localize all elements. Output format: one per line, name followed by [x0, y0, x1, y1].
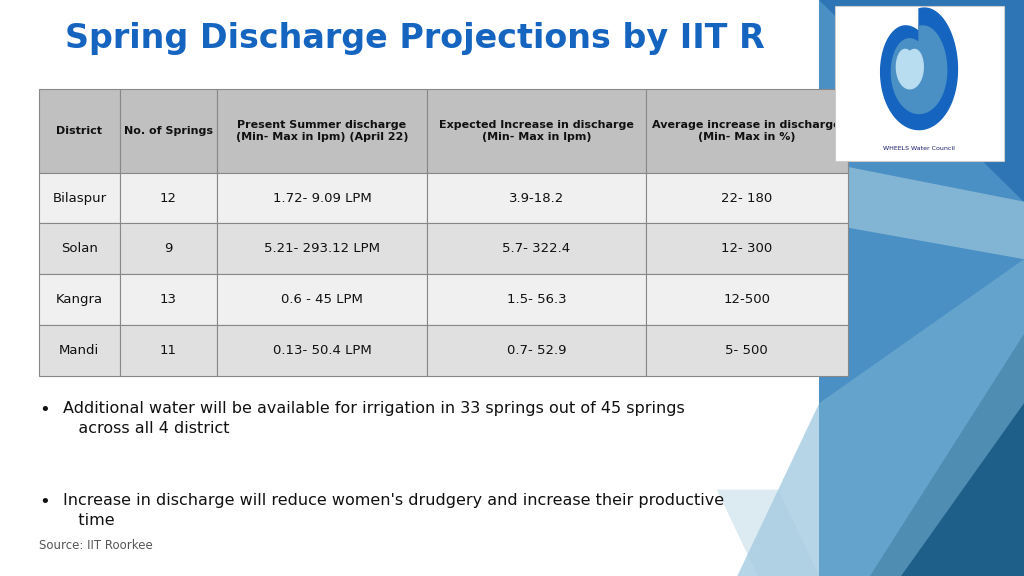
FancyBboxPatch shape: [39, 274, 120, 325]
Text: Kangra: Kangra: [55, 293, 103, 306]
FancyBboxPatch shape: [427, 223, 646, 274]
Polygon shape: [896, 50, 924, 89]
Text: 5- 500: 5- 500: [725, 344, 768, 357]
Text: 12- 300: 12- 300: [721, 242, 772, 255]
Text: Present Summer discharge
(Min- Max in lpm) (April 22): Present Summer discharge (Min- Max in lp…: [236, 120, 409, 142]
Text: 1.72- 9.09 LPM: 1.72- 9.09 LPM: [272, 192, 372, 204]
FancyBboxPatch shape: [427, 173, 646, 223]
FancyBboxPatch shape: [646, 274, 848, 325]
Polygon shape: [870, 334, 1024, 576]
FancyBboxPatch shape: [646, 325, 848, 376]
Polygon shape: [717, 490, 819, 576]
Text: 0.13- 50.4 LPM: 0.13- 50.4 LPM: [272, 344, 372, 357]
Text: Mandi: Mandi: [59, 344, 99, 357]
FancyBboxPatch shape: [39, 223, 120, 274]
Text: 22- 180: 22- 180: [721, 192, 772, 204]
Text: 9: 9: [164, 242, 172, 255]
Text: 13: 13: [160, 293, 177, 306]
FancyBboxPatch shape: [217, 223, 427, 274]
Polygon shape: [819, 0, 1024, 202]
FancyBboxPatch shape: [120, 173, 217, 223]
FancyBboxPatch shape: [646, 89, 848, 173]
FancyBboxPatch shape: [39, 173, 120, 223]
Text: WHEELS Water Council: WHEELS Water Council: [883, 146, 955, 150]
Text: Average increase in discharge
(Min- Max in %): Average increase in discharge (Min- Max …: [652, 120, 841, 142]
Text: No. of Springs: No. of Springs: [124, 126, 213, 136]
FancyBboxPatch shape: [39, 325, 120, 376]
FancyBboxPatch shape: [120, 89, 217, 173]
FancyBboxPatch shape: [427, 89, 646, 173]
FancyBboxPatch shape: [120, 223, 217, 274]
Text: •: •: [39, 401, 49, 419]
Text: Spring Discharge Projections by IIT R: Spring Discharge Projections by IIT R: [65, 22, 765, 55]
FancyBboxPatch shape: [646, 173, 848, 223]
Text: 12: 12: [160, 192, 177, 204]
Text: Bilaspur: Bilaspur: [52, 192, 106, 204]
Polygon shape: [799, 161, 1024, 259]
Text: 12-500: 12-500: [723, 293, 770, 306]
FancyBboxPatch shape: [835, 6, 1004, 161]
FancyBboxPatch shape: [217, 173, 427, 223]
Text: 0.7- 52.9: 0.7- 52.9: [507, 344, 566, 357]
Text: 11: 11: [160, 344, 177, 357]
FancyBboxPatch shape: [217, 89, 427, 173]
Text: Expected Increase in discharge
(Min- Max in lpm): Expected Increase in discharge (Min- Max…: [439, 120, 634, 142]
Text: Solan: Solan: [60, 242, 98, 255]
FancyBboxPatch shape: [39, 89, 120, 173]
FancyBboxPatch shape: [217, 274, 427, 325]
FancyBboxPatch shape: [427, 274, 646, 325]
Polygon shape: [881, 8, 957, 130]
Text: 1.5- 56.3: 1.5- 56.3: [507, 293, 566, 306]
Polygon shape: [892, 26, 946, 113]
Text: 5.21- 293.12 LPM: 5.21- 293.12 LPM: [264, 242, 380, 255]
FancyBboxPatch shape: [646, 223, 848, 274]
Polygon shape: [819, 0, 1024, 576]
Text: •: •: [39, 493, 49, 511]
Text: 3.9-18.2: 3.9-18.2: [509, 192, 564, 204]
Text: 0.6 - 45 LPM: 0.6 - 45 LPM: [282, 293, 362, 306]
Text: Increase in discharge will reduce women's drudgery and increase their productive: Increase in discharge will reduce women'…: [63, 493, 725, 528]
FancyBboxPatch shape: [120, 274, 217, 325]
FancyBboxPatch shape: [120, 325, 217, 376]
Text: District: District: [56, 126, 102, 136]
FancyBboxPatch shape: [427, 325, 646, 376]
Text: Additional water will be available for irrigation in 33 springs out of 45 spring: Additional water will be available for i…: [63, 401, 685, 436]
Text: 5.7- 322.4: 5.7- 322.4: [503, 242, 570, 255]
Polygon shape: [737, 259, 1024, 576]
Text: Source: IIT Roorkee: Source: IIT Roorkee: [39, 539, 153, 552]
FancyBboxPatch shape: [217, 325, 427, 376]
